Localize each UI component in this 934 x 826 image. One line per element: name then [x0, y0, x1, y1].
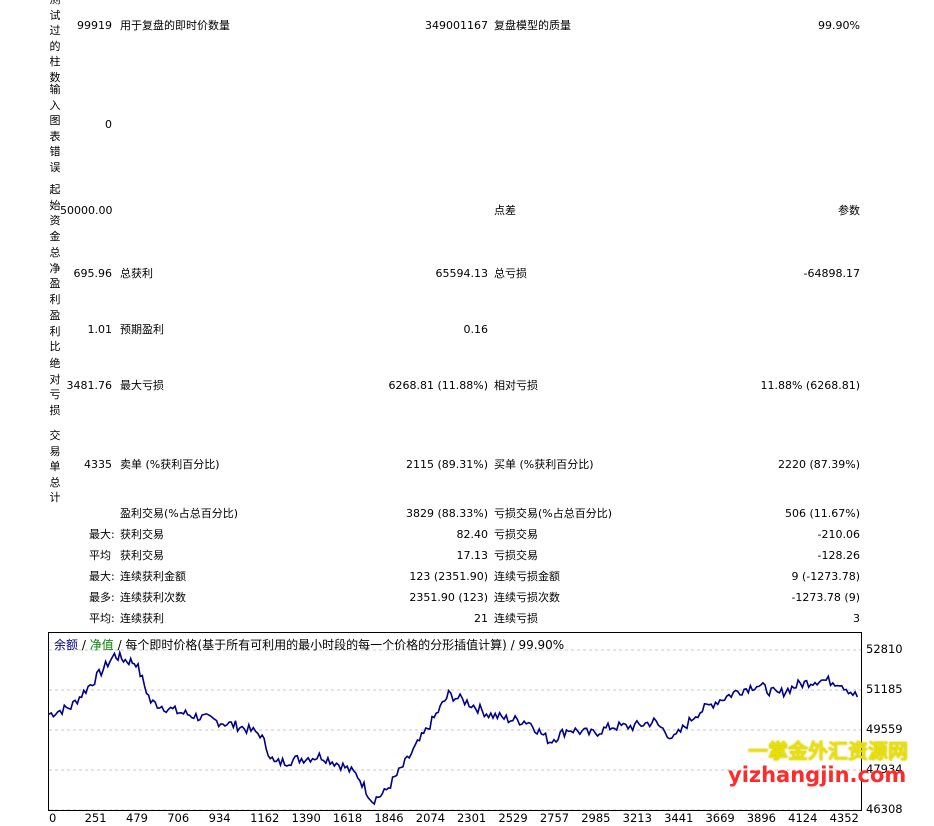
relative-drawdown-label: 相对亏损: [494, 379, 538, 392]
expected-payoff-label: 预期盈利: [120, 323, 164, 336]
max-consecutive-losses-value: 9 (-1273.78): [791, 570, 860, 583]
average-profit-label: 获利交易: [120, 549, 164, 562]
modelling-quality-label: 复盘模型的质量: [494, 19, 571, 32]
x-tick-label: 2529: [498, 811, 528, 825]
average-consecutive-losses-label: 连续亏损: [494, 612, 538, 625]
y-tick-label: 49559: [866, 722, 903, 736]
loss-trades-label: 亏损交易(%占总百分比): [494, 507, 613, 520]
x-tick-label: 706: [167, 811, 190, 825]
net-profit-label: 总净盈利: [49, 246, 61, 306]
gross-loss-value: -64898.17: [803, 267, 860, 280]
balance-line-0: [49, 649, 859, 806]
x-tick-label: 2757: [539, 811, 570, 825]
x-tick-label: 4352: [829, 811, 859, 825]
chart-errors-label: 输入图表错误: [49, 83, 61, 174]
max-consecutive-wins-value: 123 (2351.90): [409, 570, 488, 583]
x-tick-label: 1846: [374, 811, 404, 825]
balance-chart-svg: [49, 649, 861, 810]
total-trades-label: 交易单总计: [49, 429, 61, 505]
max-consecutive-prefix: 最大:: [89, 570, 115, 583]
most-consecutive-wins-label: 连续获利次数: [120, 591, 186, 604]
relative-drawdown-value: 11.88% (6268.81): [760, 379, 860, 392]
initial-deposit-label: 起始资金: [49, 183, 61, 243]
gross-loss-label: 总亏损: [494, 267, 527, 280]
absolute-drawdown-value: 3481.76: [66, 379, 113, 392]
absolute-drawdown-label: 绝对亏损: [49, 357, 61, 417]
gross-profit-label: 总获利: [120, 267, 153, 280]
x-tick-label: 1162: [250, 811, 280, 825]
largest-loss-label: 亏损交易: [494, 528, 538, 541]
x-tick-label: 2985: [581, 811, 611, 825]
y-tick-label: 52810: [866, 642, 903, 656]
largest-prefix: 最大:: [89, 528, 115, 541]
profit-factor-label: 盈利比: [49, 309, 61, 354]
chart-title-separator: /: [81, 638, 86, 652]
most-consecutive-losses-value: -1273.78 (9): [791, 591, 860, 604]
average-consecutive-losses-value: 3: [853, 612, 860, 625]
total-trades-value: 4335: [84, 458, 112, 471]
bars-tested-value: 99919: [77, 19, 112, 32]
y-tick-label: 46308: [866, 802, 903, 816]
average-loss-label: 亏损交易: [494, 549, 538, 562]
x-tick-label: 2074: [415, 811, 446, 825]
chart-title-balance: 余额: [54, 638, 79, 652]
most-consecutive-wins-value: 2351.90 (123): [409, 591, 488, 604]
x-tick-label: 2301: [456, 811, 487, 825]
watermark-chinese: 一掌金外汇资源网: [748, 739, 908, 763]
x-tick-label: 1618: [332, 811, 363, 825]
maximal-drawdown-value: 6268.81 (11.88%): [388, 379, 488, 392]
expected-payoff-value: 0.16: [463, 323, 489, 336]
x-tick-label: 251: [84, 811, 107, 825]
x-tick-label: 3896: [746, 811, 776, 825]
x-tick-label: 1390: [291, 811, 321, 825]
chart-title-description: / 每个即时价格(基于所有可利用的最小时段的每一个价格的分形插值计算) / 99…: [117, 638, 565, 652]
watermark-url: yizhangjin.com: [728, 763, 907, 787]
ticks-modelled-label: 用于复盘的即时价数量: [120, 19, 230, 32]
chart-errors-value: 0: [105, 118, 112, 131]
chart-title-equity: 净值: [89, 638, 114, 652]
max-consecutive-wins-label: 连续获利金额: [120, 570, 186, 583]
profit-trades-value: 3829 (88.33%): [405, 507, 488, 520]
gross-profit-value: 65594.13: [435, 267, 489, 280]
profit-factor-value: 1.01: [87, 323, 113, 336]
most-consecutive-prefix: 最多:: [89, 591, 115, 604]
x-tick-label: 0: [49, 811, 57, 825]
bars-tested-label: 测试过的柱数: [49, 0, 61, 84]
most-consecutive-losses-label: 连续亏损次数: [494, 591, 560, 604]
spread-label: 点差: [494, 204, 516, 217]
short-positions-label: 卖单 (%获利百分比): [120, 458, 220, 471]
y-tick-label: 47934: [866, 761, 903, 776]
loss-trades-value: 506 (11.67%): [784, 507, 860, 520]
modelling-quality-value: 99.90%: [818, 19, 860, 32]
average-profit-value: 17.13: [456, 549, 489, 562]
spread-value: 参数: [838, 204, 860, 217]
x-tick-label: 3669: [705, 811, 735, 825]
x-tick-label: 479: [126, 811, 148, 825]
y-tick-label: 51185: [866, 681, 903, 696]
x-tick-label: 3213: [622, 811, 652, 825]
x-tick-label: 934: [208, 811, 231, 825]
long-positions-label: 买单 (%获利百分比): [494, 458, 594, 471]
chart-title: 余额 / 净值 / 每个即时价格(基于所有可利用的最小时段的每一个价格的分形插值…: [54, 636, 564, 653]
net-profit-value: 695.96: [73, 267, 113, 280]
average-prefix: 平均: [89, 549, 111, 562]
largest-profit-label: 获利交易: [120, 528, 164, 541]
initial-deposit-value: 50000.00: [60, 204, 113, 217]
average-consecutive-prefix: 平均:: [89, 612, 115, 625]
average-loss-value: -128.26: [817, 549, 860, 562]
profit-trades-label: 盈利交易(%占总百分比): [120, 507, 239, 520]
maximal-drawdown-label: 最大亏损: [120, 379, 164, 392]
short-positions-value: 2115 (89.31%): [405, 458, 488, 471]
largest-profit-value: 82.40: [456, 528, 489, 541]
average-consecutive-wins-value: 21: [474, 612, 488, 625]
average-consecutive-wins-label: 连续获利: [120, 612, 164, 625]
ticks-modelled-value: 349001167: [425, 19, 488, 32]
balance-chart: 余额 / 净值 / 每个即时价格(基于所有可利用的最小时段的每一个价格的分形插值…: [48, 632, 862, 811]
max-consecutive-losses-label: 连续亏损金额: [494, 570, 560, 583]
largest-loss-value: -210.06: [817, 528, 860, 541]
x-tick-label: 4124: [788, 811, 818, 825]
x-tick-label: 3441: [664, 811, 694, 825]
long-positions-value: 2220 (87.39%): [777, 458, 860, 471]
